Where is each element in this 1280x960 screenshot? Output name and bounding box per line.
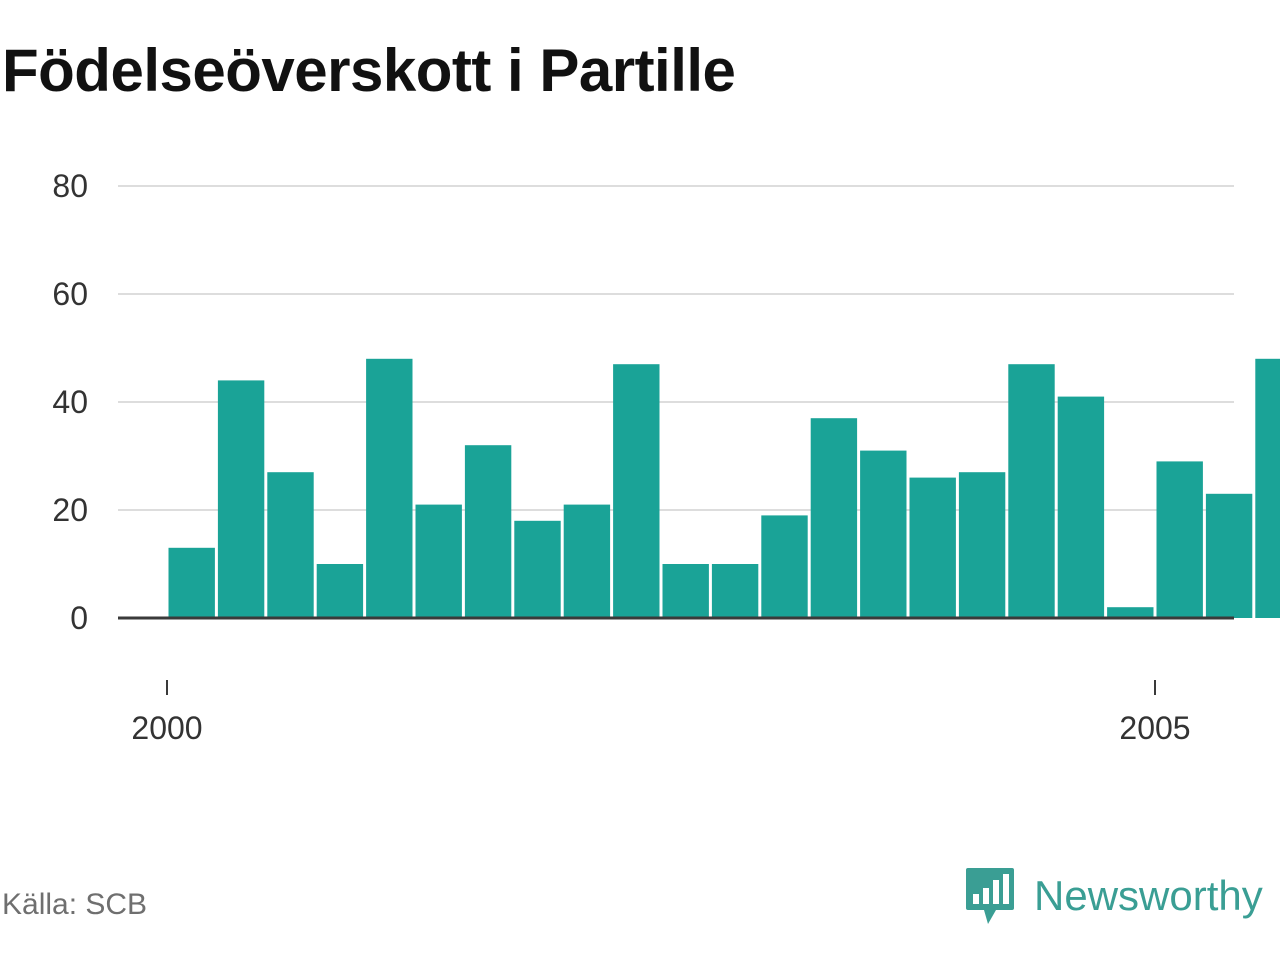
x-axis: 200020052010201520202025	[131, 680, 1191, 746]
y-tick-label: 40	[52, 384, 88, 420]
y-tick-label: 20	[52, 492, 88, 528]
y-tick-label: 80	[52, 168, 88, 204]
brand-logo: Newsworthy	[964, 864, 1263, 928]
bar	[563, 504, 611, 618]
y-tick-label: 0	[70, 600, 88, 636]
bar	[662, 564, 709, 618]
brand-name: Newsworthy	[1034, 872, 1263, 919]
bar	[366, 358, 413, 618]
x-tick-label: 2000	[131, 710, 202, 746]
y-axis-labels: 0 20 40 60 80	[52, 168, 88, 636]
bar	[267, 472, 314, 618]
bar	[1205, 493, 1253, 618]
bar	[1255, 358, 1280, 618]
bars	[168, 358, 1280, 618]
bar	[1008, 364, 1055, 618]
bar	[810, 418, 858, 618]
bar	[1057, 396, 1105, 618]
bar	[1156, 461, 1203, 618]
y-tick-label: 60	[52, 276, 88, 312]
bar	[217, 380, 265, 618]
bar	[761, 515, 808, 618]
x-tick-label: 2005	[1119, 710, 1190, 746]
bar	[464, 445, 512, 618]
chart-title: Födelseöverskott i Partille	[2, 37, 736, 104]
bar	[1107, 607, 1154, 618]
bar	[711, 564, 759, 618]
bar	[613, 364, 660, 618]
bar	[909, 477, 956, 618]
bar	[860, 450, 907, 618]
bar	[168, 547, 215, 618]
bar	[316, 564, 364, 618]
bar-chart-speech-bubble-icon	[966, 868, 1014, 924]
bar	[415, 504, 462, 618]
bar	[514, 520, 561, 618]
bar	[958, 472, 1006, 618]
source-label: Källa: SCB	[2, 888, 148, 921]
